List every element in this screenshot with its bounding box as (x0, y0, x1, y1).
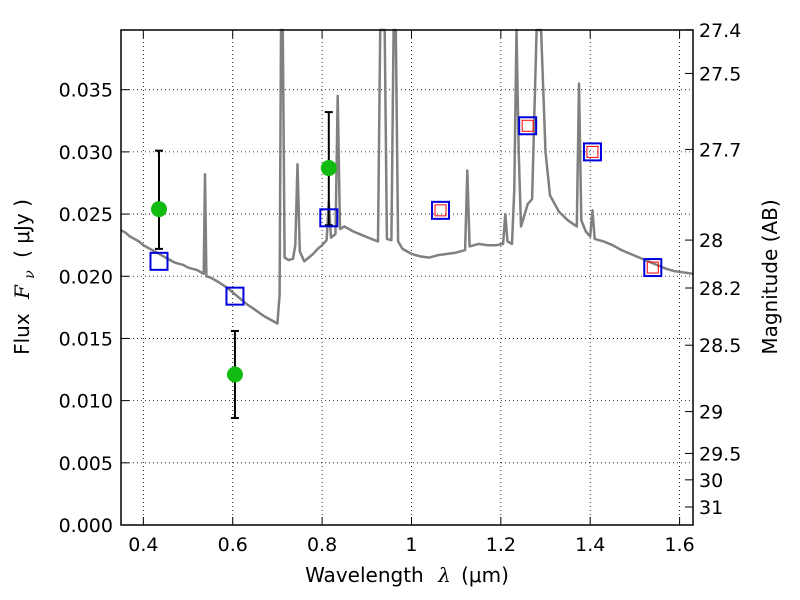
y-tick-label: 0.030 (59, 142, 113, 164)
y-tick-label: 0.035 (59, 80, 113, 102)
x-tick-label: 1.4 (575, 534, 605, 556)
x-tick-label: 0.8 (307, 534, 337, 556)
y2-axis-ticks: 27.4 27.5 27.7 28 28.2 28.5 29 29.5 30 31 (685, 20, 741, 519)
x-tick-label: 0.4 (128, 534, 158, 556)
model-flux-square (149, 251, 169, 271)
x-tick-label: 1.2 (486, 534, 516, 556)
y-tick-label: 0.020 (59, 266, 113, 288)
x-axis-title-unit: (μm) (461, 563, 509, 587)
model-flux-square (643, 258, 663, 278)
observed-flux-point (226, 366, 243, 383)
y2-tick-label: 29.5 (699, 443, 741, 465)
model-flux-inner-square (646, 261, 659, 274)
y2-tick-label: 31 (699, 497, 723, 519)
model-flux-square (431, 200, 451, 220)
model-flux-inner-square (434, 204, 447, 217)
x-tick-label: 1 (405, 534, 417, 556)
y2-tick-label: 28 (699, 230, 723, 252)
plot-frame (120, 29, 694, 526)
y-axis-ticks: 0.000 0.005 0.010 0.015 0.020 0.025 0.030 0.035 (59, 80, 129, 537)
x-axis-title-symbol: λ (437, 563, 451, 587)
observed-flux-point (150, 201, 167, 218)
model-flux-inner-square (586, 145, 599, 158)
y-tick-label: 0.005 (59, 453, 113, 475)
y2-tick-label: 27.5 (699, 63, 741, 85)
y-tick-label: 0.000 (59, 515, 113, 537)
y-tick-label: 0.010 (59, 391, 113, 413)
x-axis-title: Wavelength λ (μm) (305, 563, 509, 587)
y-axis-title-text: Flux (10, 313, 34, 355)
series-layer (120, 28, 694, 420)
spectrum-line (120, 28, 694, 325)
y-axis-title-unit: ( μJy ) (10, 199, 34, 258)
y-tick-label: 0.015 (59, 328, 113, 350)
y2-tick-label: 28.5 (699, 335, 741, 357)
y2-tick-label: 28.2 (699, 278, 741, 300)
model-flux-square (225, 286, 245, 306)
y-axis-title: Flux F ν ( μJy ) (10, 199, 39, 355)
x-axis-title-text: Wavelength (305, 563, 424, 587)
model-flux-square (319, 208, 339, 228)
y-axis-title-subscript: ν (22, 270, 38, 279)
y2-axis-title: Magnitude (AB) (758, 199, 782, 354)
y2-tick-label: 27.4 (699, 20, 741, 42)
y2-tick-label: 29 (699, 402, 723, 424)
model-flux-inner-square (521, 119, 534, 132)
y2-tick-label: 30 (699, 470, 723, 492)
x-tick-label: 0.6 (218, 534, 248, 556)
y-axis-title-symbol: F (10, 284, 34, 300)
observed-flux-point (320, 160, 337, 177)
model-flux-square (518, 116, 538, 136)
x-tick-label: 1.6 (664, 534, 694, 556)
model-flux-square (582, 142, 602, 162)
x-axis-ticks: 0.4 0.6 0.8 1 1.2 1.4 1.6 (128, 30, 695, 556)
y2-tick-label: 27.7 (699, 139, 741, 161)
y-tick-label: 0.025 (59, 204, 113, 226)
